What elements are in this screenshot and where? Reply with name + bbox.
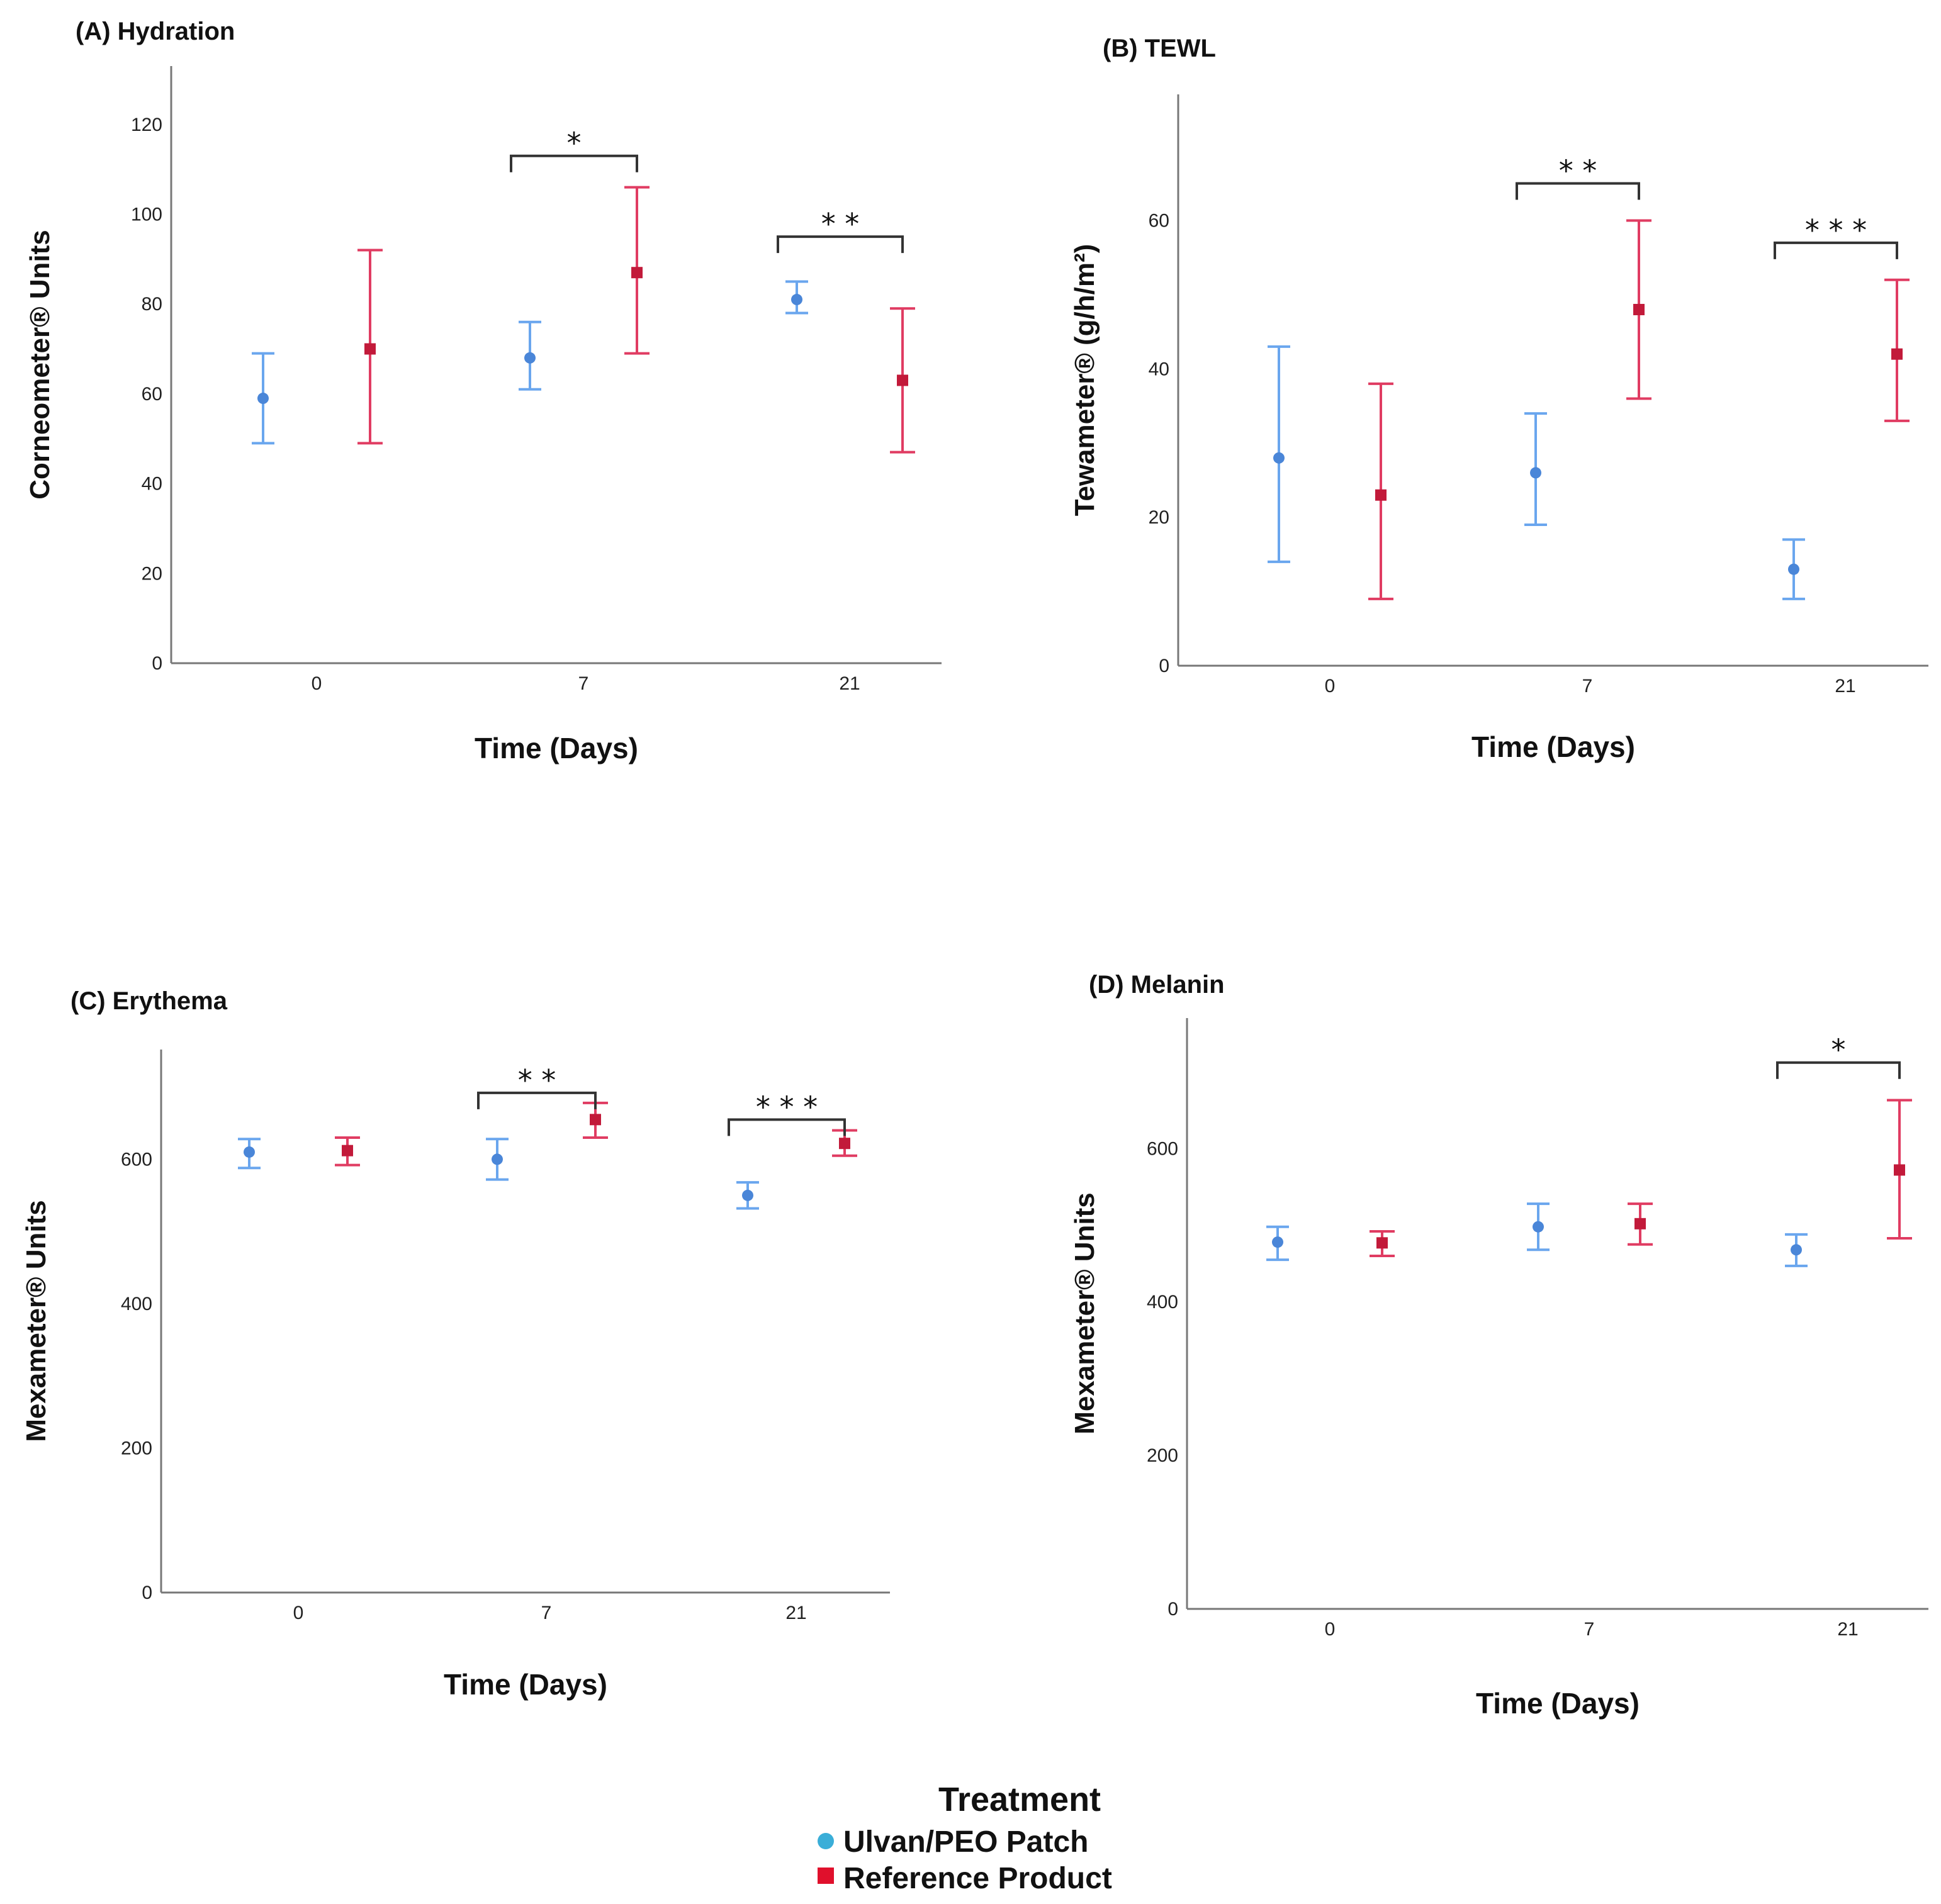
y-axis-title: Mexameter® Units bbox=[21, 1200, 52, 1442]
y-tick-label: 200 bbox=[1147, 1445, 1178, 1466]
panel-D: 0 200 400 600 0 7 21 (D) Melanin Time (Days) Mexa… bbox=[1069, 971, 1928, 1720]
significance-label: * * bbox=[518, 1063, 556, 1097]
data-point-ulvan bbox=[257, 393, 269, 405]
panel-title: (B) TEWL bbox=[1103, 35, 1216, 62]
data-point-ulvan bbox=[1273, 452, 1285, 464]
y-tick-label: 600 bbox=[1147, 1138, 1178, 1159]
x-tick-label: 7 bbox=[541, 1603, 552, 1623]
y-tick-label: 0 bbox=[1159, 656, 1169, 676]
data-point-ulvan bbox=[492, 1153, 503, 1165]
significance-label: * * * bbox=[1805, 213, 1867, 247]
panel-title: (A) Hydration bbox=[76, 18, 235, 45]
y-tick-label: 60 bbox=[142, 384, 162, 405]
data-point-ulvan bbox=[1272, 1236, 1283, 1248]
y-tick-label: 0 bbox=[1167, 1599, 1178, 1620]
panel-title: (D) Melanin bbox=[1089, 971, 1225, 999]
y-axis-title: Mexameter® Units bbox=[1069, 1192, 1100, 1435]
significance-bracket bbox=[477, 1091, 597, 1109]
x-tick-label: 21 bbox=[1835, 676, 1855, 697]
x-axis-title: Time (Days) bbox=[1471, 731, 1635, 763]
significance-bracket bbox=[510, 154, 638, 172]
significance-bracket bbox=[728, 1118, 846, 1136]
legend-square-marker bbox=[818, 1868, 834, 1884]
data-point-ulvan bbox=[524, 352, 536, 364]
y-tick-label: 400 bbox=[121, 1294, 152, 1314]
data-point-reference bbox=[1634, 1218, 1646, 1229]
x-axis-title: Time (Days) bbox=[1476, 1687, 1640, 1720]
legend-label-ulvan: Ulvan/PEO Patch bbox=[843, 1825, 1088, 1859]
data-point-ulvan bbox=[1788, 563, 1799, 575]
data-point-ulvan bbox=[1533, 1221, 1544, 1233]
data-point-ulvan bbox=[791, 294, 802, 306]
significance-bracket bbox=[777, 235, 904, 254]
data-point-reference bbox=[590, 1114, 601, 1126]
significance-bracket bbox=[1774, 241, 1898, 259]
x-axis-title: Time (Days) bbox=[444, 1668, 607, 1701]
data-point-reference bbox=[897, 374, 908, 386]
data-point-reference bbox=[1633, 303, 1645, 315]
significance-label: * bbox=[567, 126, 582, 160]
x-tick-label: 21 bbox=[785, 1603, 806, 1623]
x-tick-label: 7 bbox=[1584, 1619, 1595, 1640]
y-axis-title: Corneometer® Units bbox=[25, 230, 55, 499]
data-point-ulvan bbox=[1530, 467, 1541, 479]
data-point-reference bbox=[1894, 1164, 1905, 1176]
x-tick-label: 21 bbox=[1837, 1619, 1858, 1640]
y-tick-label: 120 bbox=[131, 115, 162, 135]
data-point-ulvan bbox=[244, 1146, 255, 1158]
data-point-reference bbox=[1891, 348, 1903, 360]
data-point-reference bbox=[364, 343, 376, 355]
data-point-reference bbox=[631, 267, 643, 279]
y-tick-label: 0 bbox=[152, 653, 162, 674]
y-tick-label: 60 bbox=[1149, 210, 1169, 231]
data-point-reference bbox=[1375, 489, 1387, 501]
x-axis-title: Time (Days) bbox=[475, 732, 638, 764]
data-point-reference bbox=[839, 1138, 850, 1150]
y-tick-label: 600 bbox=[121, 1149, 152, 1170]
x-tick-label: 7 bbox=[578, 673, 589, 694]
x-tick-label: 7 bbox=[1582, 676, 1593, 697]
data-point-ulvan bbox=[1791, 1244, 1802, 1256]
data-point-ulvan bbox=[742, 1189, 753, 1201]
legend-title: Treatment bbox=[938, 1781, 1101, 1818]
significance-bracket bbox=[1776, 1061, 1901, 1079]
y-tick-label: 20 bbox=[142, 563, 162, 584]
data-point-reference bbox=[1376, 1237, 1388, 1249]
significance-label: * bbox=[1831, 1033, 1846, 1067]
x-tick-label: 0 bbox=[293, 1603, 304, 1623]
y-axis-title: Tewameter® (g/h/m²) bbox=[1069, 244, 1100, 517]
x-tick-label: 0 bbox=[1325, 1619, 1336, 1640]
legend-circle-marker bbox=[818, 1833, 834, 1849]
legend: Treatment Ulvan/PEO Patch Reference Prod… bbox=[818, 1781, 1112, 1895]
y-tick-label: 40 bbox=[1149, 359, 1169, 379]
legend-label-reference: Reference Product bbox=[843, 1862, 1112, 1895]
y-tick-label: 20 bbox=[1149, 507, 1169, 528]
x-tick-label: 0 bbox=[1325, 676, 1336, 697]
y-tick-label: 0 bbox=[142, 1582, 152, 1603]
y-tick-label: 200 bbox=[121, 1438, 152, 1459]
x-tick-label: 21 bbox=[839, 673, 860, 694]
panel-title: (C) Erythema bbox=[70, 987, 228, 1015]
data-point-reference bbox=[342, 1145, 353, 1156]
panel-A: 0 20 40 60 80 100 120 0 7 21 (A) Hydration Time (Da… bbox=[25, 18, 942, 764]
significance-bracket bbox=[1516, 182, 1640, 200]
panel-C: 0 200 400 600 0 7 21 (C) Erythema Time (Days) Mex… bbox=[21, 987, 890, 1701]
significance-label: * * * bbox=[756, 1090, 818, 1124]
y-tick-label: 40 bbox=[142, 474, 162, 495]
significance-label: * * bbox=[821, 207, 860, 241]
x-tick-label: 0 bbox=[312, 673, 322, 694]
significance-label: * * bbox=[1559, 154, 1597, 188]
panel-B: 0 20 40 60 0 7 21 (B) TEWL Time (Days) Tewameter®… bbox=[1069, 35, 1928, 763]
y-tick-label: 100 bbox=[131, 204, 162, 225]
y-tick-label: 400 bbox=[1147, 1292, 1178, 1313]
y-tick-label: 80 bbox=[142, 294, 162, 315]
